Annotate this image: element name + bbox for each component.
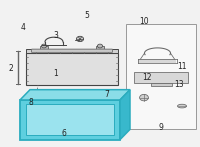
- Text: 3: 3: [54, 31, 58, 40]
- Text: 10: 10: [139, 17, 149, 26]
- Text: 12: 12: [142, 73, 152, 82]
- Text: 6: 6: [62, 129, 66, 138]
- Text: 2: 2: [9, 64, 13, 73]
- Text: 9: 9: [159, 123, 163, 132]
- Ellipse shape: [177, 104, 186, 108]
- Text: 1: 1: [54, 69, 58, 78]
- Circle shape: [86, 93, 93, 98]
- Bar: [96, 46, 104, 49]
- Text: 8: 8: [29, 98, 33, 107]
- Circle shape: [35, 98, 39, 101]
- FancyBboxPatch shape: [91, 94, 111, 97]
- Circle shape: [140, 94, 148, 101]
- Text: 5: 5: [85, 11, 89, 20]
- Bar: [138, 59, 176, 64]
- Polygon shape: [20, 90, 130, 100]
- Bar: [26, 53, 118, 85]
- Bar: [26, 49, 118, 53]
- Polygon shape: [120, 90, 130, 140]
- Circle shape: [97, 44, 103, 48]
- Text: 11: 11: [177, 62, 187, 71]
- FancyBboxPatch shape: [151, 83, 172, 86]
- Text: 7: 7: [105, 90, 109, 99]
- Bar: [40, 46, 48, 49]
- Circle shape: [41, 44, 47, 48]
- Bar: [26, 104, 114, 135]
- Circle shape: [34, 92, 40, 97]
- FancyBboxPatch shape: [31, 49, 113, 52]
- FancyBboxPatch shape: [134, 72, 188, 83]
- Bar: [126, 24, 196, 129]
- Bar: [20, 100, 120, 140]
- Circle shape: [76, 36, 84, 42]
- Text: 4: 4: [21, 23, 25, 32]
- Text: 13: 13: [174, 80, 184, 89]
